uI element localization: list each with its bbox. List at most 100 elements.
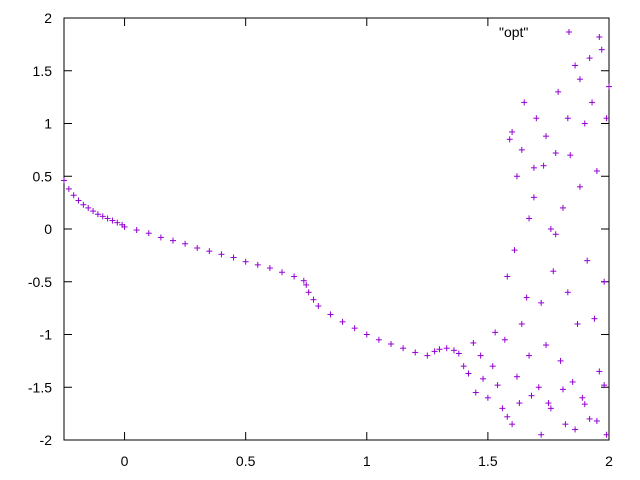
x-tick-label: 1 [363, 453, 371, 469]
scatter-point [584, 257, 591, 264]
scatter-point [484, 394, 491, 401]
scatter-point [114, 219, 121, 226]
scatter-point [572, 62, 579, 69]
scatter-point [579, 394, 586, 401]
scatter-point [351, 325, 358, 332]
scatter-point [530, 164, 537, 171]
scatter-point [363, 331, 370, 338]
y-tick-label: 0.5 [33, 168, 53, 184]
scatter-point [545, 400, 552, 407]
scatter-point [567, 152, 574, 159]
y-tick-label: 1 [44, 116, 52, 132]
scatter-point [94, 211, 101, 218]
scatter-point [492, 329, 499, 336]
scatter-point [266, 265, 273, 272]
scatter-point [557, 357, 564, 364]
scatter-point [80, 201, 87, 208]
scatter-point [472, 389, 479, 396]
y-tick-labels: -2 -1.5 -1 -0.5 0 0.5 1 1.5 2 [28, 10, 52, 448]
scatter-point [564, 289, 571, 296]
scatter-point [526, 215, 533, 222]
scatter-point [460, 363, 467, 370]
scatter-point [279, 269, 285, 276]
x-tick-label: 0.5 [236, 453, 256, 469]
scatter-point [596, 368, 603, 375]
scatter-point [601, 382, 608, 389]
scatter-point [518, 320, 525, 327]
scatter-point [85, 204, 92, 211]
scatter-point [606, 83, 612, 90]
scatter-point [518, 146, 525, 153]
scatter-point [254, 261, 261, 268]
scatter-point [526, 352, 533, 359]
scatter-point [543, 133, 550, 140]
scatter-point [581, 401, 588, 408]
scatter-point [569, 378, 576, 385]
scatter-point [562, 421, 569, 428]
scatter-point [506, 136, 513, 143]
scatter-point [75, 197, 82, 204]
scatter-point [133, 227, 140, 234]
scatter-point [576, 183, 583, 190]
legend-entry-label: "opt" [499, 24, 528, 40]
scatter-point [424, 352, 431, 359]
scatter-point [559, 386, 566, 393]
scatter-point [603, 115, 610, 122]
scatter-point [504, 413, 511, 420]
scatter-point [182, 240, 189, 247]
scatter-point [450, 347, 457, 354]
y-tick-label: -2 [40, 432, 53, 448]
scatter-point [552, 231, 559, 238]
scatter-point [412, 349, 419, 356]
x-tick-label: 1.5 [478, 453, 498, 469]
scatter-point [300, 277, 307, 284]
scatter-point [596, 33, 603, 40]
scatter-point [586, 55, 593, 62]
scatter-point [523, 294, 530, 301]
scatter-point [339, 318, 346, 325]
legend-marker [566, 29, 572, 35]
scatter-point [494, 382, 501, 389]
scatter-point [509, 128, 516, 135]
scatter-point [443, 345, 450, 352]
scatter-point [90, 208, 97, 215]
scatter-point [375, 336, 382, 343]
scatter-point [480, 375, 487, 382]
scatter-point [242, 258, 249, 265]
scatter-point [206, 248, 213, 255]
scatter-point [538, 431, 545, 438]
scatter-point [305, 289, 312, 296]
scatter-point [547, 226, 554, 232]
scatter-point [591, 315, 598, 322]
scatter-point [170, 237, 176, 244]
scatter-point [513, 373, 520, 380]
scatter-point [121, 223, 128, 230]
scatter-point [552, 150, 559, 157]
scatter-point [601, 278, 608, 285]
scatter-point [194, 244, 201, 251]
scatter-point [70, 192, 77, 199]
scatter-point [540, 162, 547, 169]
scatter-point [538, 299, 545, 306]
scatter-point [303, 281, 310, 288]
x-tick-label: 0 [121, 453, 129, 469]
scatter-point [504, 273, 511, 280]
scatter-point [65, 185, 72, 192]
scatter-point [598, 46, 605, 53]
scatter-point [589, 99, 596, 106]
scatter-point [528, 392, 535, 399]
scatter-point [477, 352, 484, 359]
scatter-point [516, 400, 523, 407]
scatter-point [559, 204, 566, 211]
scatter-point [291, 273, 298, 280]
scatter-point [499, 405, 506, 412]
scatter-point [547, 405, 554, 412]
scatter-point [400, 345, 407, 352]
scatter-point [555, 88, 562, 95]
scatter-point [470, 339, 477, 346]
scatter-point [530, 194, 537, 201]
scatter-points [61, 33, 612, 438]
tick-marks [64, 17, 610, 441]
